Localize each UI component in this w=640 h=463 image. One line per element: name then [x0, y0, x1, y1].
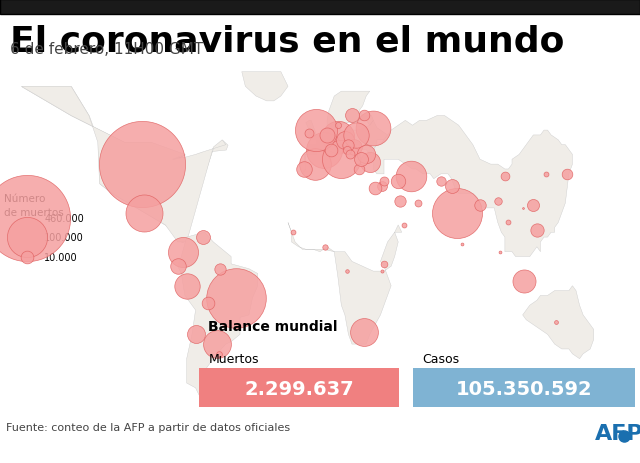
Point: [393, 178, 403, 186]
Point: [361, 151, 371, 159]
Point: [203, 300, 213, 307]
Point: [532, 226, 542, 234]
Point: [304, 130, 314, 137]
Text: AFP: AFP: [595, 423, 640, 443]
Point: [333, 122, 343, 130]
Point: [500, 173, 510, 181]
Point: [345, 151, 355, 159]
Point: [379, 178, 389, 186]
Point: [201, 392, 211, 399]
Point: [342, 146, 352, 154]
Point: [231, 294, 241, 302]
Point: [322, 132, 332, 139]
Text: 2.299.637: 2.299.637: [244, 380, 354, 398]
Text: 100.000: 100.000: [44, 232, 84, 243]
Point: [198, 234, 208, 241]
Point: [452, 210, 462, 217]
Point: [377, 268, 387, 275]
Point: [399, 222, 409, 229]
Point: [212, 341, 222, 348]
Point: [182, 282, 192, 290]
Point: [310, 161, 320, 169]
Point: [370, 185, 380, 193]
Point: [406, 173, 416, 181]
Point: [139, 210, 149, 217]
Text: 105.350.592: 105.350.592: [456, 380, 593, 398]
Polygon shape: [373, 116, 572, 257]
Point: [359, 329, 369, 336]
Point: [349, 144, 359, 151]
Point: [562, 171, 572, 178]
Point: [320, 244, 330, 251]
Point: [475, 202, 485, 210]
Point: [340, 137, 350, 144]
Point: [288, 229, 298, 237]
FancyBboxPatch shape: [199, 369, 399, 407]
Point: [342, 268, 352, 275]
Point: [214, 350, 224, 358]
Point: [336, 156, 346, 163]
FancyBboxPatch shape: [0, 0, 640, 15]
Point: [493, 197, 503, 205]
Point: [368, 125, 378, 132]
Text: Casos: Casos: [422, 352, 459, 365]
Polygon shape: [288, 223, 402, 344]
Polygon shape: [178, 233, 258, 395]
Point: [22, 253, 32, 261]
Point: [457, 241, 467, 249]
Point: [518, 205, 528, 212]
Text: Número
de muertos: Número de muertos: [4, 194, 63, 217]
Point: [22, 234, 32, 241]
FancyBboxPatch shape: [413, 369, 636, 407]
Point: [551, 319, 561, 326]
Point: [311, 127, 321, 134]
Point: [359, 113, 369, 120]
Point: [351, 132, 361, 139]
Point: [22, 214, 32, 222]
Point: [365, 159, 375, 166]
Text: Fuente: conteo de la AFP a partir de datos oficiales: Fuente: conteo de la AFP a partir de dat…: [6, 422, 291, 432]
Point: [395, 197, 405, 205]
Point: [354, 166, 364, 173]
Text: Balance mundial: Balance mundial: [209, 319, 338, 333]
Point: [333, 134, 343, 142]
Point: [541, 171, 551, 178]
Point: [377, 183, 387, 190]
Text: 460.000: 460.000: [44, 213, 84, 223]
Point: [503, 219, 513, 227]
Point: [178, 249, 188, 256]
Point: [319, 146, 329, 154]
Point: [137, 161, 147, 169]
Point: [215, 265, 225, 273]
Point: [356, 156, 366, 163]
Point: [528, 202, 538, 210]
Polygon shape: [523, 286, 594, 359]
Text: 6 de febrero, 11H00 GMT: 6 de febrero, 11H00 GMT: [10, 42, 203, 57]
Point: [347, 113, 357, 120]
Point: [519, 277, 529, 285]
Text: El coronavirus en el mundo: El coronavirus en el mundo: [10, 24, 564, 58]
Point: [436, 178, 446, 186]
Text: 10.000: 10.000: [44, 252, 78, 262]
Point: [379, 261, 389, 268]
Polygon shape: [302, 92, 388, 175]
Point: [299, 166, 309, 173]
Text: Muertos: Muertos: [209, 352, 259, 365]
Polygon shape: [21, 87, 226, 243]
Point: [191, 331, 201, 338]
Point: [343, 142, 353, 149]
Point: [413, 200, 423, 207]
Point: [326, 146, 336, 154]
Point: [495, 249, 505, 256]
Polygon shape: [242, 73, 288, 102]
Point: [173, 263, 183, 270]
Point: [447, 183, 457, 190]
